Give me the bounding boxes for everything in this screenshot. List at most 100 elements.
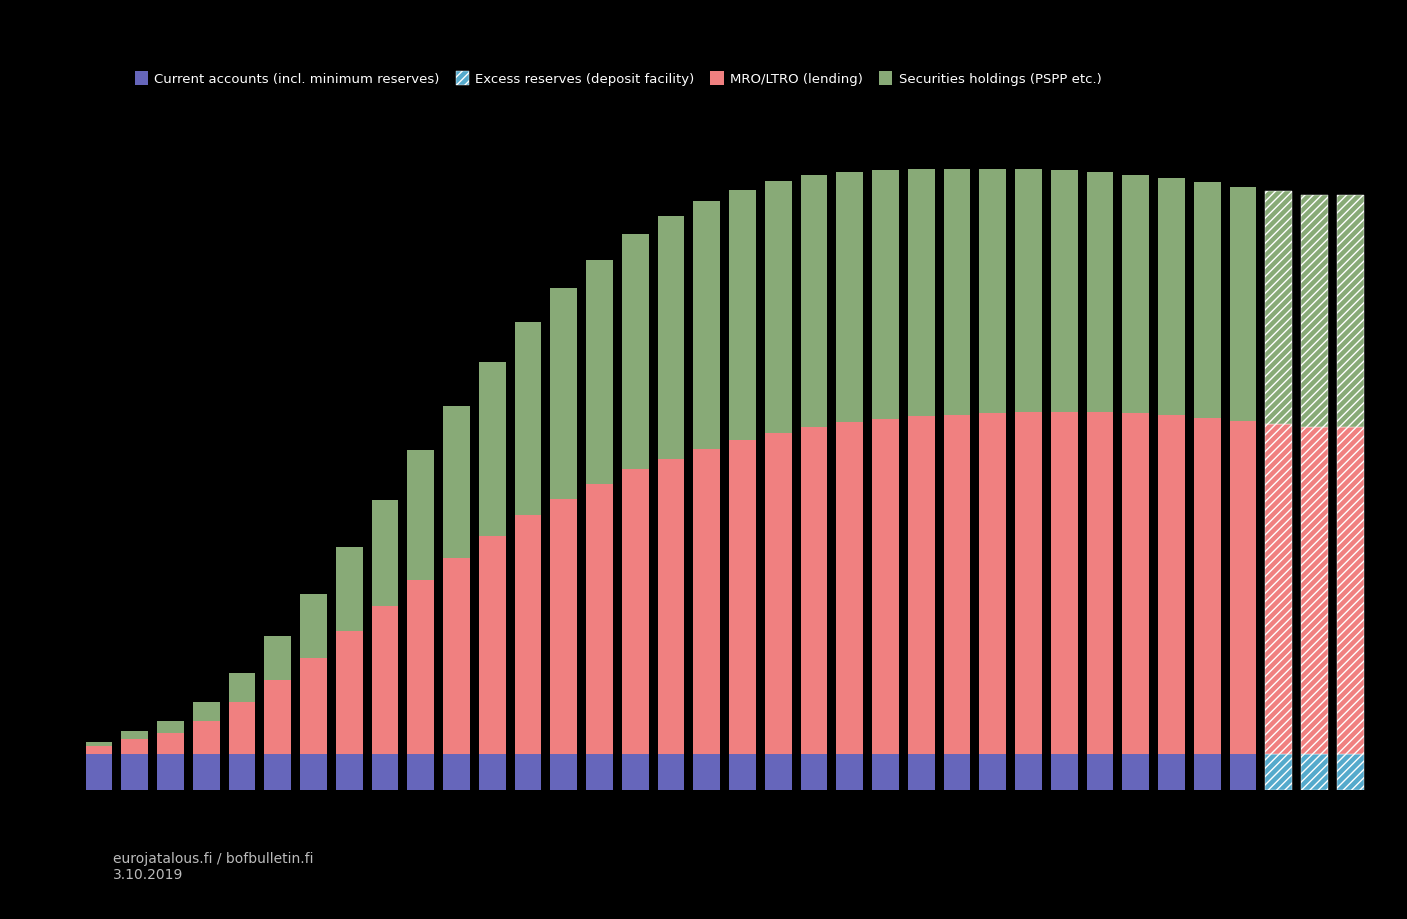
Bar	[1051, 412, 1078, 754]
Bar	[228, 702, 255, 754]
Bar	[1230, 754, 1256, 790]
Bar	[86, 742, 113, 746]
Bar	[765, 433, 792, 754]
Bar	[1230, 421, 1256, 754]
Bar	[478, 536, 505, 754]
Bar	[801, 426, 827, 754]
Bar	[694, 201, 720, 448]
Bar	[443, 558, 470, 754]
Bar	[1301, 196, 1328, 426]
Bar	[872, 754, 899, 790]
Bar	[550, 754, 577, 790]
Bar	[908, 169, 934, 416]
Bar	[1301, 754, 1328, 790]
Bar	[193, 702, 219, 721]
Bar	[407, 580, 435, 754]
Bar	[1123, 414, 1150, 754]
Bar	[1265, 754, 1292, 790]
Bar	[300, 595, 326, 658]
Bar	[587, 754, 613, 790]
Bar	[1051, 754, 1078, 790]
Bar	[158, 733, 184, 754]
Legend: Current accounts (incl. minimum reserves), Excess reserves (deposit facility), M: Current accounts (incl. minimum reserves…	[129, 66, 1107, 91]
Bar	[86, 754, 113, 790]
Bar	[1086, 412, 1113, 754]
Bar	[1265, 424, 1292, 754]
Bar	[407, 754, 435, 790]
Bar	[836, 754, 862, 790]
Bar	[1014, 169, 1043, 412]
Bar	[121, 754, 148, 790]
Bar	[587, 484, 613, 754]
Bar	[336, 631, 363, 754]
Bar	[478, 362, 505, 536]
Bar	[265, 636, 291, 680]
Bar	[1086, 754, 1113, 790]
Bar	[478, 754, 505, 790]
Bar	[1123, 175, 1150, 414]
Bar	[371, 754, 398, 790]
Bar	[944, 414, 971, 754]
Bar	[407, 450, 435, 580]
Bar	[1195, 754, 1221, 790]
Bar	[587, 260, 613, 484]
Bar	[265, 754, 291, 790]
Bar	[1301, 426, 1328, 754]
Bar	[694, 448, 720, 754]
Bar	[1014, 412, 1043, 754]
Bar	[228, 673, 255, 702]
Bar	[371, 607, 398, 754]
Bar	[1158, 177, 1185, 414]
Bar	[1158, 414, 1185, 754]
Bar	[300, 658, 326, 754]
Bar	[1014, 754, 1043, 790]
Bar	[193, 721, 219, 754]
Bar	[121, 739, 148, 754]
Bar	[550, 499, 577, 754]
Bar	[729, 754, 756, 790]
Bar	[979, 754, 1006, 790]
Bar	[265, 680, 291, 754]
Bar	[622, 233, 649, 470]
Bar	[1337, 196, 1363, 426]
Bar	[765, 754, 792, 790]
Bar	[765, 181, 792, 433]
Bar	[86, 746, 113, 754]
Bar	[121, 732, 148, 739]
Bar	[657, 216, 684, 459]
Bar	[836, 422, 862, 754]
Bar	[944, 169, 971, 414]
Bar	[550, 289, 577, 499]
Bar	[657, 754, 684, 790]
Bar	[1086, 172, 1113, 412]
Bar	[515, 754, 542, 790]
Bar	[944, 754, 971, 790]
Bar	[1337, 754, 1363, 790]
Bar	[979, 169, 1006, 414]
Bar	[1337, 426, 1363, 754]
Bar	[694, 754, 720, 790]
Bar	[1123, 754, 1150, 790]
Bar	[622, 470, 649, 754]
Bar	[1195, 182, 1221, 418]
Bar	[1265, 191, 1292, 424]
Bar	[371, 500, 398, 607]
Bar	[515, 515, 542, 754]
Bar	[729, 189, 756, 440]
Bar	[908, 416, 934, 754]
Bar	[443, 406, 470, 558]
Bar	[872, 419, 899, 754]
Bar	[979, 414, 1006, 754]
Bar	[193, 754, 219, 790]
Bar	[228, 754, 255, 790]
Bar	[801, 175, 827, 426]
Bar	[622, 754, 649, 790]
Bar	[1158, 754, 1185, 790]
Bar	[336, 548, 363, 631]
Bar	[443, 754, 470, 790]
Bar	[836, 172, 862, 422]
Bar	[1051, 170, 1078, 412]
Bar	[158, 754, 184, 790]
Bar	[801, 754, 827, 790]
Bar	[872, 170, 899, 419]
